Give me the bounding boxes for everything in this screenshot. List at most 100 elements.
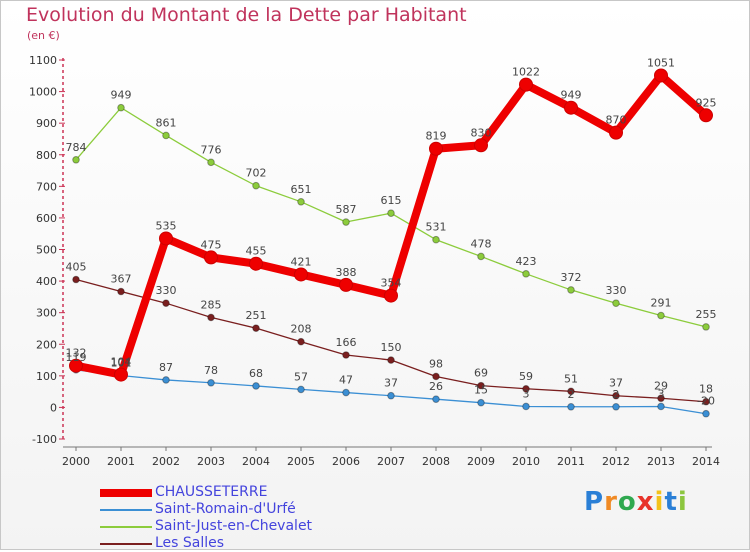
data-label: 949 bbox=[561, 89, 582, 102]
logo-letter: o bbox=[617, 487, 637, 517]
data-label: 1022 bbox=[512, 66, 540, 79]
data-point bbox=[117, 287, 125, 296]
data-point bbox=[252, 382, 260, 390]
data-label: 354 bbox=[381, 277, 402, 290]
data-point bbox=[522, 270, 530, 278]
data-point bbox=[252, 181, 260, 190]
data-label: 255 bbox=[696, 308, 717, 321]
data-point bbox=[162, 376, 170, 384]
x-tick-label: 2001 bbox=[107, 455, 135, 468]
x-tick-label: 2011 bbox=[557, 455, 585, 468]
data-point bbox=[477, 381, 485, 390]
data-label: 861 bbox=[156, 116, 177, 129]
data-label: 78 bbox=[204, 364, 218, 377]
data-label: 285 bbox=[201, 298, 222, 311]
data-point bbox=[207, 158, 215, 167]
data-label: 870 bbox=[606, 114, 627, 127]
data-point bbox=[654, 68, 668, 83]
data-point bbox=[702, 323, 710, 331]
x-tick-label: 2010 bbox=[512, 455, 540, 468]
data-label: 388 bbox=[336, 266, 357, 279]
data-label: 455 bbox=[246, 245, 267, 258]
data-label: 372 bbox=[561, 271, 582, 284]
data-label: 2 bbox=[613, 388, 620, 401]
y-tick-label: 1100 bbox=[29, 54, 57, 67]
x-tick-label: 2005 bbox=[287, 455, 315, 468]
data-point bbox=[69, 358, 83, 373]
logo-letter: P bbox=[584, 487, 605, 517]
data-point bbox=[432, 372, 440, 381]
data-point bbox=[297, 337, 305, 346]
data-label: 29 bbox=[654, 379, 668, 392]
data-label: 615 bbox=[381, 194, 402, 207]
data-label: 104 bbox=[111, 356, 132, 369]
data-point bbox=[117, 103, 125, 112]
x-tick-label: 2003 bbox=[197, 455, 225, 468]
data-point bbox=[342, 351, 350, 359]
logo-letter: i bbox=[677, 487, 688, 517]
y-tick-label: 1000 bbox=[29, 86, 57, 99]
data-label: 819 bbox=[426, 130, 447, 143]
data-point bbox=[387, 356, 395, 364]
data-label: 702 bbox=[246, 167, 267, 180]
y-tick-label: 0 bbox=[50, 401, 57, 414]
data-label: 949 bbox=[111, 89, 132, 102]
data-label: 330 bbox=[156, 284, 177, 297]
data-label: 925 bbox=[696, 96, 717, 109]
y-tick-label: 500 bbox=[36, 244, 57, 257]
data-label: 132 bbox=[66, 347, 87, 360]
data-point bbox=[252, 324, 260, 332]
data-point bbox=[657, 394, 665, 403]
unit-label: (en €) bbox=[27, 29, 60, 42]
data-point bbox=[567, 387, 575, 396]
data-point bbox=[522, 384, 530, 393]
data-label: 87 bbox=[159, 361, 173, 374]
data-point bbox=[294, 267, 308, 282]
data-label: 150 bbox=[381, 341, 402, 354]
data-point bbox=[204, 250, 218, 265]
data-label: 51 bbox=[564, 372, 578, 385]
data-label: 69 bbox=[474, 367, 488, 380]
logo-letter: i bbox=[654, 487, 665, 517]
data-point bbox=[432, 395, 440, 404]
data-label: 330 bbox=[606, 284, 627, 297]
data-point bbox=[342, 388, 350, 397]
data-point bbox=[522, 402, 530, 411]
data-point bbox=[162, 299, 170, 307]
data-label: 475 bbox=[201, 238, 222, 251]
data-point bbox=[657, 402, 665, 411]
proxiti-logo: Proxiti bbox=[584, 487, 688, 517]
data-label: 3 bbox=[523, 387, 530, 400]
data-point bbox=[609, 125, 623, 140]
data-point bbox=[474, 138, 488, 153]
data-point bbox=[429, 141, 443, 156]
x-tick-label: 2013 bbox=[647, 455, 675, 468]
data-point bbox=[297, 385, 305, 394]
data-label: 291 bbox=[651, 297, 672, 310]
data-point bbox=[387, 209, 395, 217]
data-label: 423 bbox=[516, 255, 537, 268]
legend-swatch bbox=[100, 526, 152, 528]
x-tick-label: 2007 bbox=[377, 455, 405, 468]
data-label: 98 bbox=[429, 357, 443, 370]
y-tick-label: -100 bbox=[32, 433, 57, 446]
data-point bbox=[477, 252, 485, 261]
logo-letter: x bbox=[636, 487, 655, 517]
legend-label: Saint-Romain-d'Urfé bbox=[155, 501, 296, 517]
data-point bbox=[612, 402, 620, 411]
data-label: 47 bbox=[339, 374, 353, 387]
y-tick-label: 100 bbox=[36, 370, 57, 383]
y-tick-label: 300 bbox=[36, 307, 57, 320]
legend-label: CHAUSSETERRE bbox=[155, 484, 268, 500]
data-point bbox=[72, 275, 80, 284]
data-point bbox=[702, 409, 710, 418]
data-label: 15 bbox=[474, 384, 488, 397]
data-label: 37 bbox=[609, 377, 623, 390]
data-label: 57 bbox=[294, 370, 308, 383]
data-point bbox=[702, 397, 710, 406]
data-label: 59 bbox=[519, 370, 533, 383]
data-point bbox=[249, 256, 263, 271]
data-label: 587 bbox=[336, 203, 357, 216]
data-label: 251 bbox=[246, 309, 267, 322]
